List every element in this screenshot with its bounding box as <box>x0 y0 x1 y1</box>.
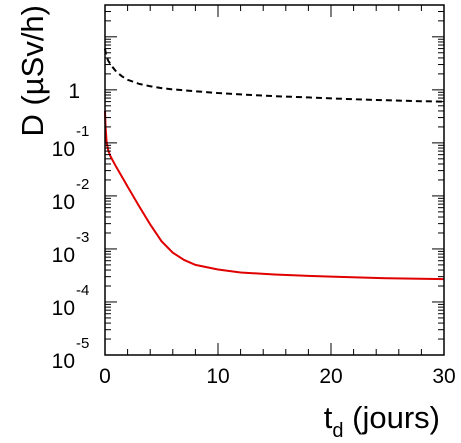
y-tick-exponent: -3 <box>76 229 89 246</box>
y-tick-label: 1 <box>68 80 80 103</box>
y-tick-label: 10 <box>52 191 75 214</box>
x-axis-title: td (jours) <box>324 400 440 442</box>
y-tick-label: 10 <box>52 297 75 320</box>
x-axis-title-subscript: d <box>332 420 343 442</box>
series-layer <box>104 48 445 281</box>
y-tick-exponent: -1 <box>76 123 89 140</box>
y-tick-exponent: -2 <box>76 176 89 193</box>
x-tick-label: 10 <box>206 365 229 388</box>
y-axis-title: D (µSv/h) <box>15 5 50 137</box>
x-tick-label: 0 <box>99 365 111 388</box>
x-axis-title-rest: (jours) <box>344 400 440 435</box>
y-tick-exponent: -5 <box>76 335 89 352</box>
y-tick-label: 10 <box>52 244 75 267</box>
y-tick-exponent: -4 <box>76 282 89 299</box>
series-line-solid-red <box>104 110 445 281</box>
y-tick-label: 10 <box>52 350 75 373</box>
x-tick-label: 30 <box>432 365 455 388</box>
x-axis-title-base: t <box>324 400 333 435</box>
y-tick-label: 10 <box>52 138 75 161</box>
plot-frame <box>104 4 445 356</box>
series-line-dashed <box>104 48 445 103</box>
ticks-layer <box>104 5 445 356</box>
x-tick-label: 20 <box>319 365 342 388</box>
